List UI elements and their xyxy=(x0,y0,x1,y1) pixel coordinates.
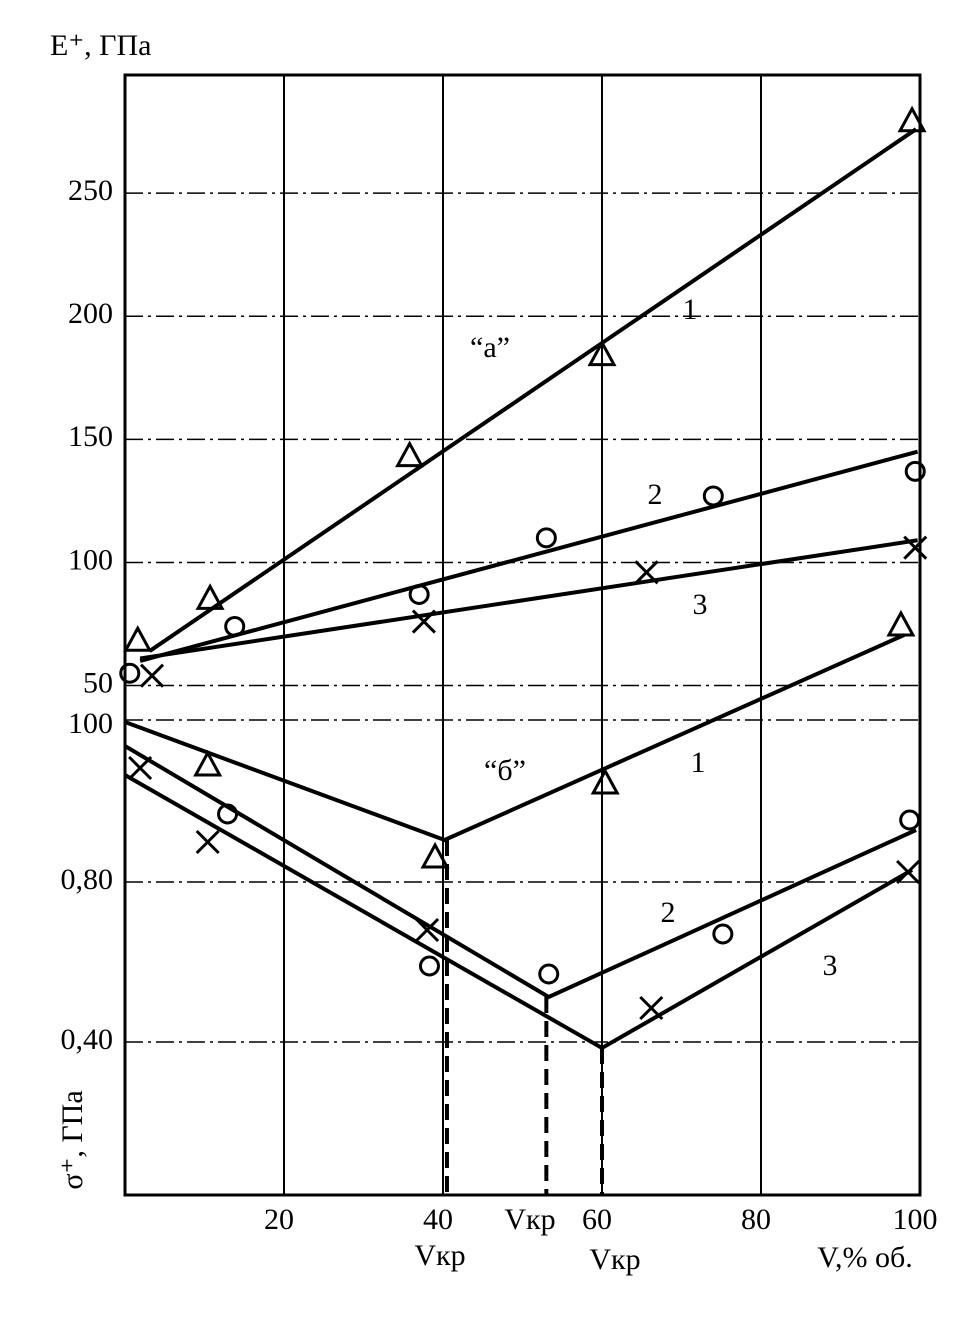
critical-label: Vкр xyxy=(589,1243,640,1276)
y-tick-label: 50 xyxy=(83,666,113,699)
y-top-label: 100 xyxy=(68,707,113,740)
marker-triangle xyxy=(123,625,153,652)
marker-circle xyxy=(217,803,239,825)
marker-circle xyxy=(119,662,141,684)
plot-frame xyxy=(123,73,922,1197)
marker-circle xyxy=(224,615,246,637)
fit-line xyxy=(139,538,918,661)
y-axis-label: E⁺, ГПа xyxy=(50,29,151,62)
fit-line xyxy=(148,127,918,653)
marker-circle xyxy=(899,809,921,831)
curve-label: 3 xyxy=(823,949,838,982)
curve-label: 1 xyxy=(691,746,706,779)
fit-line xyxy=(124,633,905,843)
marker-triangle xyxy=(193,749,223,777)
marker-cross xyxy=(411,609,436,634)
marker-circle xyxy=(712,923,734,945)
marker-cross xyxy=(195,829,220,855)
y-axis-label: σ⁺, ГПа xyxy=(56,1090,89,1189)
marker-circle xyxy=(904,460,926,482)
y-tick-label: 200 xyxy=(68,297,113,330)
marker-triangle xyxy=(420,841,450,869)
x-tick-label: 60 xyxy=(582,1203,612,1236)
marker-cross xyxy=(903,535,928,560)
marker-triangle xyxy=(897,105,927,133)
marker-triangle xyxy=(886,609,916,637)
marker-cross xyxy=(896,859,921,885)
x-tick-label: 40 xyxy=(423,1203,453,1236)
fit-line xyxy=(123,744,917,1000)
curve-label: 1 xyxy=(683,293,698,326)
y-tick-label: 150 xyxy=(68,420,113,453)
marker-triangle xyxy=(590,767,620,795)
y-tick-label: 100 xyxy=(68,543,113,576)
marker-cross xyxy=(634,560,659,585)
curve-label: 2 xyxy=(661,896,676,929)
marker-circle xyxy=(535,527,557,549)
panel-label: “а” xyxy=(470,331,510,364)
y-tick-label: 0,80 xyxy=(61,863,114,896)
marker-triangle xyxy=(195,583,225,610)
marker-cross xyxy=(128,755,153,781)
panel-label: “б” xyxy=(484,754,526,787)
curve-label: 2 xyxy=(648,478,663,511)
y-tick-label: 250 xyxy=(68,174,113,207)
x-tick-label: 20 xyxy=(264,1203,294,1236)
curve-label: 3 xyxy=(693,588,708,621)
marker-circle xyxy=(538,963,560,985)
marker-cross xyxy=(139,663,165,688)
y-tick-label: 0,40 xyxy=(61,1023,114,1056)
marker-triangle xyxy=(395,440,425,468)
x-tick-label: 80 xyxy=(741,1203,771,1236)
fit-line xyxy=(139,449,919,663)
marker-cross xyxy=(415,917,440,943)
critical-label: Vкр xyxy=(414,1239,465,1272)
marker-circle xyxy=(408,583,430,605)
critical-label: Vкр xyxy=(504,1203,555,1236)
x-tick-label: 100 xyxy=(893,1203,938,1236)
x-axis-label: V,% об. xyxy=(817,1241,913,1274)
marker-circle xyxy=(702,485,724,507)
marker-cross xyxy=(639,995,664,1021)
marker-circle xyxy=(418,955,440,977)
